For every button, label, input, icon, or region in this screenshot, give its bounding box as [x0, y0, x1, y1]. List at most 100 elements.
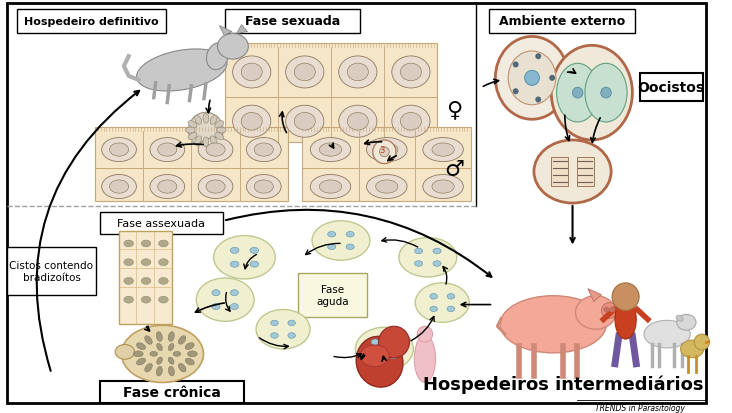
Circle shape [535, 97, 541, 103]
Circle shape [603, 307, 609, 313]
Ellipse shape [212, 290, 220, 296]
Ellipse shape [389, 353, 397, 359]
Ellipse shape [423, 175, 463, 199]
Ellipse shape [168, 344, 174, 351]
Ellipse shape [681, 340, 703, 358]
Ellipse shape [389, 339, 397, 345]
Ellipse shape [214, 236, 275, 279]
Ellipse shape [271, 320, 278, 326]
Ellipse shape [188, 121, 197, 128]
Ellipse shape [157, 144, 177, 157]
Circle shape [373, 140, 396, 164]
Ellipse shape [196, 278, 254, 322]
Ellipse shape [206, 44, 228, 71]
Circle shape [380, 147, 389, 157]
Text: Ambiente externo: Ambiente externo [498, 15, 625, 28]
Ellipse shape [150, 351, 157, 356]
Ellipse shape [206, 144, 225, 157]
Ellipse shape [136, 50, 227, 92]
Ellipse shape [447, 306, 455, 312]
Ellipse shape [159, 240, 168, 247]
Ellipse shape [185, 358, 194, 365]
Ellipse shape [124, 240, 133, 247]
Ellipse shape [294, 113, 315, 131]
Ellipse shape [187, 351, 197, 357]
Ellipse shape [214, 121, 224, 128]
Ellipse shape [250, 261, 258, 268]
Ellipse shape [210, 136, 217, 145]
Text: Fase assexuada: Fase assexuada [118, 218, 206, 228]
Ellipse shape [615, 300, 636, 339]
Bar [100, 212, 223, 234]
Ellipse shape [417, 326, 433, 342]
Ellipse shape [185, 343, 194, 350]
Bar [7, 248, 96, 295]
Ellipse shape [159, 297, 168, 304]
Bar [225, 44, 438, 142]
Circle shape [602, 303, 617, 318]
Ellipse shape [348, 64, 368, 81]
Ellipse shape [430, 294, 438, 299]
Ellipse shape [360, 345, 389, 367]
Ellipse shape [367, 138, 407, 162]
Ellipse shape [141, 259, 151, 266]
Ellipse shape [231, 304, 239, 310]
Ellipse shape [198, 138, 233, 162]
Ellipse shape [156, 332, 163, 342]
Ellipse shape [371, 339, 379, 345]
Ellipse shape [157, 357, 163, 364]
Ellipse shape [254, 144, 273, 157]
Ellipse shape [677, 315, 696, 330]
Ellipse shape [150, 138, 184, 162]
Ellipse shape [195, 136, 201, 145]
Text: ♂: ♂ [444, 159, 464, 179]
Ellipse shape [256, 310, 310, 349]
Ellipse shape [159, 259, 168, 266]
Ellipse shape [356, 337, 403, 387]
Ellipse shape [432, 180, 455, 194]
Ellipse shape [447, 294, 455, 299]
Circle shape [512, 62, 519, 68]
Ellipse shape [423, 138, 463, 162]
Bar [17, 10, 166, 33]
Ellipse shape [136, 343, 146, 350]
Ellipse shape [212, 304, 220, 310]
Ellipse shape [585, 64, 627, 123]
Text: ♀: ♀ [446, 100, 462, 120]
Polygon shape [588, 289, 602, 302]
Ellipse shape [376, 144, 398, 157]
Text: 3: 3 [380, 146, 385, 155]
Ellipse shape [203, 114, 209, 124]
Ellipse shape [242, 64, 262, 81]
Ellipse shape [254, 180, 273, 194]
Circle shape [612, 283, 639, 311]
Ellipse shape [348, 113, 368, 131]
Ellipse shape [145, 363, 152, 372]
Ellipse shape [496, 37, 569, 120]
Circle shape [512, 89, 519, 95]
Ellipse shape [124, 259, 133, 266]
Ellipse shape [415, 283, 469, 323]
Circle shape [694, 335, 709, 350]
Ellipse shape [157, 366, 163, 376]
Ellipse shape [346, 232, 354, 237]
Ellipse shape [195, 116, 201, 125]
Polygon shape [706, 340, 712, 344]
Ellipse shape [217, 34, 248, 60]
Ellipse shape [133, 351, 143, 357]
Ellipse shape [339, 106, 377, 138]
Ellipse shape [231, 261, 239, 268]
Polygon shape [220, 26, 232, 36]
Bar [302, 128, 471, 202]
Ellipse shape [168, 332, 174, 342]
Ellipse shape [231, 248, 239, 254]
Circle shape [525, 71, 539, 86]
Ellipse shape [288, 333, 296, 338]
Ellipse shape [392, 106, 430, 138]
Ellipse shape [556, 64, 599, 123]
Ellipse shape [250, 248, 258, 254]
Ellipse shape [376, 180, 398, 194]
Ellipse shape [231, 290, 239, 296]
Circle shape [549, 76, 555, 82]
Ellipse shape [346, 244, 354, 250]
